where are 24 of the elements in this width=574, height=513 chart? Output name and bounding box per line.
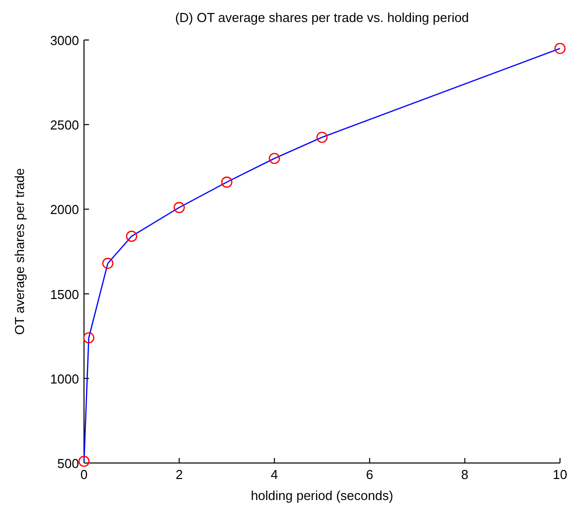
y-axis-title: OT average shares per trade: [12, 168, 27, 335]
point: [268, 152, 280, 164]
x-tick-label: 2: [176, 467, 183, 482]
x-tick-label: 6: [366, 467, 374, 482]
x-tick-label: 0: [80, 467, 88, 482]
point: [316, 132, 328, 143]
x-tick-label: 4: [270, 467, 278, 482]
y-tick-label: 500: [57, 456, 79, 471]
point: [221, 176, 232, 188]
y-tick-label: 1500: [50, 286, 79, 302]
y-tick-label: 1000: [50, 371, 79, 386]
y-tick-label: 2500: [50, 118, 79, 133]
x-tick-label: 8: [461, 467, 468, 482]
x-tick-label: 10: [552, 467, 568, 482]
point: [126, 230, 138, 242]
point: [174, 202, 185, 214]
chart-title: (D) OT average shares per trade vs. holding period: [175, 10, 469, 25]
x-axis-title: holding period (seconds): [250, 488, 394, 503]
point: [78, 456, 90, 467]
y-tick-label: 2000: [50, 202, 79, 218]
point: [83, 332, 94, 344]
point: [102, 258, 114, 269]
y-tick-label: 3000: [50, 33, 79, 48]
point: [554, 42, 566, 54]
